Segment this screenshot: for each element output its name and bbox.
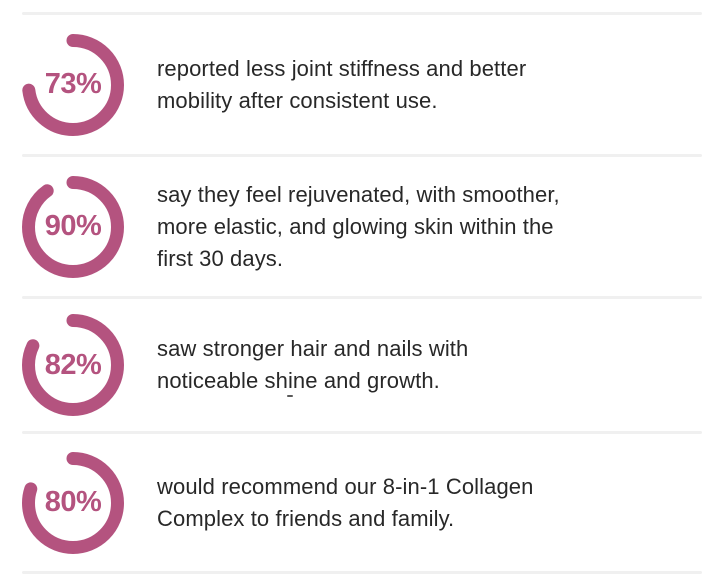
stat-row: 90% say they feel rejuvenated, with smoo… bbox=[0, 157, 712, 296]
divider bbox=[22, 296, 702, 299]
caption-line: first 30 days. bbox=[157, 245, 284, 271]
donut-progress-ring: 90% bbox=[22, 175, 124, 278]
donut-arc-icon bbox=[22, 314, 124, 416]
stat-caption: saw stronger hair and nails with noticea… bbox=[157, 333, 468, 397]
donut-progress-ring: 80% bbox=[22, 451, 124, 554]
caption-line: reported less joint stiffness and better bbox=[157, 55, 527, 81]
caption-line: saw stronger hair and nails with bbox=[157, 336, 469, 361]
divider bbox=[22, 154, 702, 157]
stat-caption: reported less joint stiffness and better… bbox=[157, 53, 526, 117]
stat-caption: would recommend our 8-in-1 Collagen Comp… bbox=[157, 471, 533, 535]
stat-row: 82% saw stronger hair and nails with not… bbox=[0, 299, 712, 431]
caption-line: mobility after consistent use. bbox=[157, 87, 438, 113]
stat-caption: say they feel rejuvenated, with smoother… bbox=[157, 179, 560, 275]
stray-mark bbox=[287, 395, 293, 397]
caption-line: would recommend our 8-in-1 Collagen bbox=[157, 473, 534, 499]
donut-arc-icon bbox=[22, 451, 124, 554]
donut-progress-ring: 82% bbox=[22, 314, 124, 416]
donut-percent-label: 73% bbox=[44, 68, 102, 100]
caption-line: say they feel rejuvenated, with smoother… bbox=[157, 181, 560, 207]
divider bbox=[22, 12, 702, 15]
donut-arc-icon bbox=[22, 33, 124, 136]
divider bbox=[22, 431, 702, 434]
donut-progress-ring: 73% bbox=[22, 33, 124, 136]
donut-percent-label: 90% bbox=[44, 210, 102, 242]
donut-percent-label: 82% bbox=[44, 348, 102, 381]
divider bbox=[22, 571, 702, 574]
stat-row: 73% reported less joint stiffness and be… bbox=[0, 15, 712, 154]
caption-line: noticeable shine and growth. bbox=[157, 368, 440, 393]
caption-line: Complex to friends and family. bbox=[157, 505, 455, 531]
donut-percent-label: 80% bbox=[44, 486, 102, 518]
donut-arc-icon bbox=[22, 175, 124, 278]
stat-row: 80% would recommend our 8-in-1 Collagen … bbox=[0, 434, 712, 571]
caption-line: more elastic, and glowing skin within th… bbox=[157, 213, 554, 239]
